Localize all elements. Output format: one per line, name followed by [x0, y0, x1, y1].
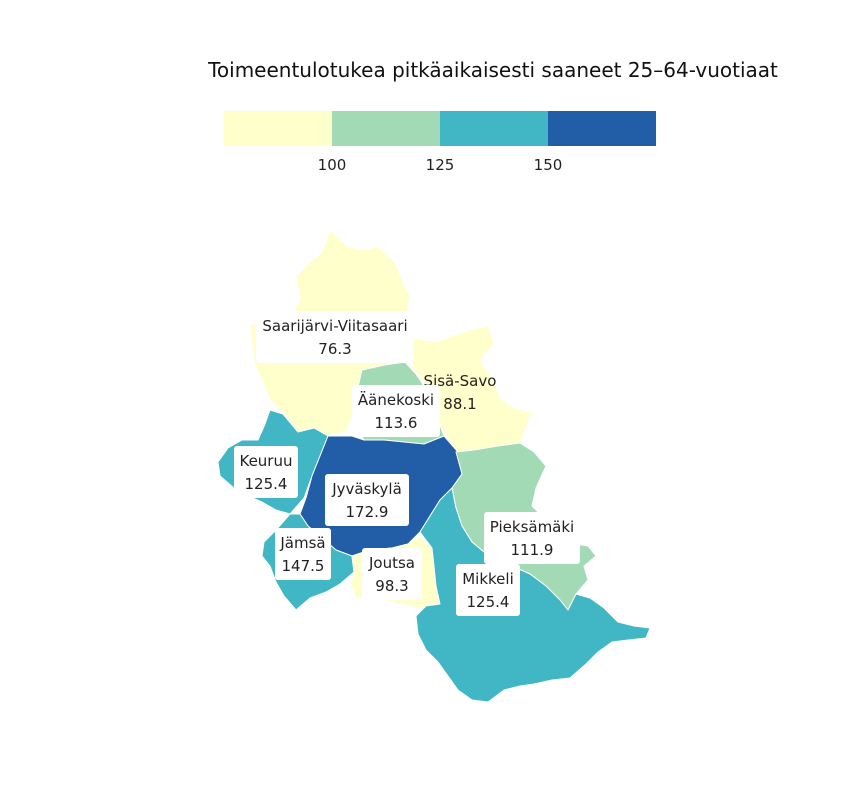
label-value: 125.4 — [245, 475, 288, 493]
label-value: 113.6 — [375, 414, 418, 432]
label-pieksamaki: Pieksämäki 111.9 — [484, 512, 580, 564]
label-name: Jyväskylä — [331, 480, 402, 498]
label-name: Pieksämäki — [490, 518, 574, 536]
label-name: Äänekoski — [358, 390, 434, 409]
label-value: 88.1 — [443, 395, 476, 413]
map-title: Toimeentulotukea pitkäaikaisesti saaneet… — [207, 58, 778, 82]
legend-swatch-1 — [224, 111, 332, 146]
legend-tick-150: 150 — [534, 156, 563, 174]
label-aanekoski: Äänekoski 113.6 — [352, 385, 440, 437]
legend-swatch-4 — [548, 111, 656, 146]
label-mikkeli: Mikkeli 125.4 — [456, 564, 520, 616]
label-value: 76.3 — [318, 340, 351, 358]
label-jamsa: Jämsä 147.5 — [275, 528, 331, 580]
label-sisa-savo: Sisä-Savo 88.1 — [424, 372, 497, 413]
label-name: Jämsä — [279, 534, 325, 552]
legend-tick-100: 100 — [318, 156, 347, 174]
label-name: Mikkeli — [462, 570, 514, 588]
label-value: 111.9 — [511, 541, 554, 559]
label-value: 125.4 — [467, 593, 510, 611]
label-name: Joutsa — [368, 554, 415, 572]
label-name: Saarijärvi-Viitasaari — [262, 317, 407, 335]
legend-swatch-2 — [332, 111, 440, 146]
label-name: Sisä-Savo — [424, 372, 497, 390]
label-jyvaskyla: Jyväskylä 172.9 — [325, 474, 409, 526]
label-value: 172.9 — [346, 503, 389, 521]
label-keuruu: Keuruu 125.4 — [234, 446, 298, 498]
color-legend: 100 125 150 — [224, 111, 656, 174]
label-value: 147.5 — [282, 557, 325, 575]
label-joutsa: Joutsa 98.3 — [362, 548, 422, 600]
legend-tick-125: 125 — [426, 156, 455, 174]
label-saarijarvi-viitasaari: Saarijärvi-Viitasaari 76.3 — [256, 311, 414, 363]
legend-swatch-3 — [440, 111, 548, 146]
label-value: 98.3 — [375, 577, 408, 595]
region-labels: Saarijärvi-Viitasaari 76.3 Sisä-Savo 88.… — [234, 311, 580, 616]
label-name: Keuruu — [239, 452, 292, 470]
